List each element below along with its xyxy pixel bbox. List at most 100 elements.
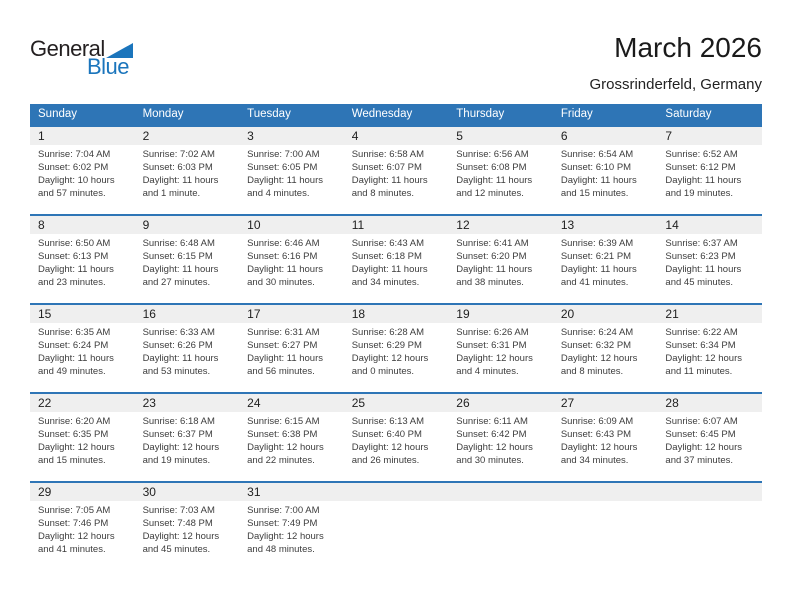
daylight-minutes-text: and 19 minutes. — [142, 455, 211, 466]
weekday-tuesday: Tuesday — [247, 108, 291, 120]
sunrise-text: Sunrise: 6:58 AM — [351, 149, 425, 160]
day-cell: 15 Sunrise: 6:35 AM Sunset: 6:24 PM Dayligh… — [30, 305, 135, 392]
daylight-hours-text: Daylight: 12 hours — [560, 442, 638, 453]
day-number: 26 — [448, 394, 553, 412]
sunset-text: Sunset: 6:42 PM — [456, 429, 527, 440]
daylight-minutes-text: and 27 minutes. — [142, 277, 211, 288]
day-cell: 21 Sunrise: 6:22 AM Sunset: 6:34 PM Dayligh… — [657, 305, 762, 392]
sunset-text: Sunset: 6:16 PM — [247, 251, 318, 262]
day-details: Sunrise: 6:35 AM Sunset: 6:24 PM Daylight:… — [30, 323, 135, 378]
day-cell: 28 Sunrise: 6:07 AM Sunset: 6:45 PM Dayligh… — [657, 394, 762, 481]
day-cell: 29 Sunrise: 7:05 AM Sunset: 7:46 PM Dayligh… — [30, 483, 135, 570]
day-cell: 14 Sunrise: 6:37 AM Sunset: 6:23 PM Dayligh… — [657, 216, 762, 303]
daylight-hours-text: Daylight: 11 hours — [142, 175, 219, 186]
day-details: Sunrise: 6:28 AM Sunset: 6:29 PM Daylight:… — [344, 323, 449, 378]
day-details: Sunrise: 6:50 AM Sunset: 6:13 PM Daylight:… — [30, 234, 135, 289]
daylight-hours-text: Daylight: 11 hours — [38, 353, 114, 364]
day-number: 12 — [448, 216, 553, 234]
day-cell: 12 Sunrise: 6:41 AM Sunset: 6:20 PM Dayligh… — [448, 216, 553, 303]
daylight-hours-text: Daylight: 11 hours — [247, 264, 324, 275]
daylight-hours-text: Daylight: 11 hours — [142, 264, 219, 275]
day-cell: 3 Sunrise: 7:00 AM Sunset: 6:05 PM Daylight… — [239, 127, 344, 214]
sunset-text: Sunset: 6:20 PM — [456, 251, 527, 262]
sunset-text: Sunset: 6:43 PM — [560, 429, 632, 440]
day-details: Sunrise: 6:26 AM Sunset: 6:31 PM Daylight:… — [448, 323, 553, 378]
sunrise-text: Sunrise: 6:07 AM — [665, 416, 738, 427]
daylight-hours-text: Daylight: 11 hours — [665, 264, 742, 275]
daylight-hours-text: Daylight: 11 hours — [142, 353, 219, 364]
week-row: 8 Sunrise: 6:50 AM Sunset: 6:13 PM Daylight… — [30, 214, 762, 303]
sunset-text: Sunset: 6:05 PM — [247, 162, 318, 173]
day-number: 19 — [448, 305, 553, 323]
weekday-sunday: Sunday — [38, 108, 78, 120]
sunset-text: Sunset: 6:08 PM — [456, 162, 527, 173]
sunrise-text: Sunrise: 6:13 AM — [351, 416, 425, 427]
day-details: Sunrise: 6:39 AM Sunset: 6:21 PM Daylight:… — [553, 234, 658, 289]
day-number: 5 — [448, 127, 553, 145]
day-number: 14 — [657, 216, 762, 234]
day-cell: 5 Sunrise: 6:56 AM Sunset: 6:08 PM Daylight… — [448, 127, 553, 214]
daylight-hours-text: Daylight: 11 hours — [560, 175, 637, 186]
day-cell: 6 Sunrise: 6:54 AM Sunset: 6:10 PM Daylight… — [552, 127, 658, 214]
day-details: Sunrise: 6:43 AM Sunset: 6:18 PM Daylight:… — [344, 234, 449, 289]
day-details: Sunrise: 6:18 AM Sunset: 6:37 PM Daylight:… — [135, 412, 240, 467]
daylight-hours-text: Daylight: 11 hours — [247, 353, 324, 364]
day-number: 31 — [239, 483, 344, 501]
day-number — [657, 483, 762, 501]
sunset-text: Sunset: 6:21 PM — [560, 251, 632, 262]
sunrise-text: Sunrise: 7:00 AM — [247, 505, 320, 516]
sunrise-text: Sunrise: 6:48 AM — [142, 238, 215, 249]
daylight-hours-text: Daylight: 11 hours — [560, 264, 637, 275]
day-details: Sunrise: 7:00 AM Sunset: 6:05 PM Daylight:… — [239, 145, 344, 200]
sunrise-text: Sunrise: 7:04 AM — [38, 149, 111, 160]
day-details: Sunrise: 6:52 AM Sunset: 6:12 PM Daylight:… — [657, 145, 762, 200]
day-cell: 18 Sunrise: 6:28 AM Sunset: 6:29 PM Dayligh… — [343, 305, 449, 392]
day-number: 25 — [343, 394, 449, 412]
sunset-text: Sunset: 6:24 PM — [38, 340, 109, 351]
daylight-hours-text: Daylight: 11 hours — [38, 264, 114, 275]
empty-day-cell — [657, 483, 762, 570]
day-number: 21 — [657, 305, 762, 323]
day-details: Sunrise: 6:20 AM Sunset: 6:35 PM Daylight:… — [30, 412, 135, 467]
daylight-hours-text: Daylight: 12 hours — [456, 442, 533, 453]
weekday-monday: Monday — [142, 108, 184, 120]
day-number: 22 — [30, 394, 135, 412]
daylight-minutes-text: and 34 minutes. — [560, 455, 629, 466]
day-number: 13 — [552, 216, 658, 234]
day-details: Sunrise: 6:31 AM Sunset: 6:27 PM Daylight:… — [239, 323, 344, 378]
day-number: 4 — [343, 127, 449, 145]
day-cell: 9 Sunrise: 6:48 AM Sunset: 6:15 PM Daylight… — [134, 216, 240, 303]
day-details: Sunrise: 6:09 AM Sunset: 6:43 PM Daylight:… — [553, 412, 658, 467]
page-title: March 2026 — [614, 32, 762, 63]
calendar-grid: Sunday Monday Tuesday Wednesday Thursday… — [30, 104, 762, 570]
day-number: 28 — [657, 394, 762, 412]
sunset-text: Sunset: 6:38 PM — [247, 429, 318, 440]
sunrise-text: Sunrise: 6:50 AM — [38, 238, 111, 249]
daylight-minutes-text: and 38 minutes. — [456, 277, 524, 288]
sunset-text: Sunset: 6:03 PM — [142, 162, 213, 173]
daylight-hours-text: Daylight: 12 hours — [247, 531, 324, 542]
weekday-thursday: Thursday — [456, 108, 505, 120]
daylight-minutes-text: and 45 minutes. — [665, 277, 734, 288]
daylight-minutes-text: and 41 minutes. — [38, 544, 106, 555]
daylight-minutes-text: and 56 minutes. — [247, 366, 315, 377]
week-row: 22 Sunrise: 6:20 AM Sunset: 6:35 PM Dayligh… — [30, 392, 762, 481]
logo-text-blue: Blue — [87, 54, 130, 79]
sunrise-text: Sunrise: 7:03 AM — [142, 505, 215, 516]
logo-triangle-icon — [105, 43, 133, 58]
weekday-wednesday: Wednesday — [351, 108, 413, 120]
daylight-hours-text: Daylight: 12 hours — [38, 442, 115, 453]
day-number: 18 — [343, 305, 449, 323]
day-number: 27 — [552, 394, 658, 412]
sunset-text: Sunset: 6:13 PM — [38, 251, 109, 262]
day-cell: 13 Sunrise: 6:39 AM Sunset: 6:21 PM Dayligh… — [552, 216, 658, 303]
daylight-hours-text: Daylight: 12 hours — [247, 442, 324, 453]
sunrise-text: Sunrise: 6:24 AM — [560, 327, 634, 338]
day-number: 16 — [134, 305, 240, 323]
daylight-hours-text: Daylight: 11 hours — [247, 175, 324, 186]
sunrise-text: Sunrise: 6:18 AM — [142, 416, 215, 427]
daylight-minutes-text: and 37 minutes. — [665, 455, 734, 466]
day-cell: 24 Sunrise: 6:15 AM Sunset: 6:38 PM Dayligh… — [239, 394, 344, 481]
sunset-text: Sunset: 6:27 PM — [247, 340, 318, 351]
sunrise-text: Sunrise: 6:31 AM — [247, 327, 320, 338]
